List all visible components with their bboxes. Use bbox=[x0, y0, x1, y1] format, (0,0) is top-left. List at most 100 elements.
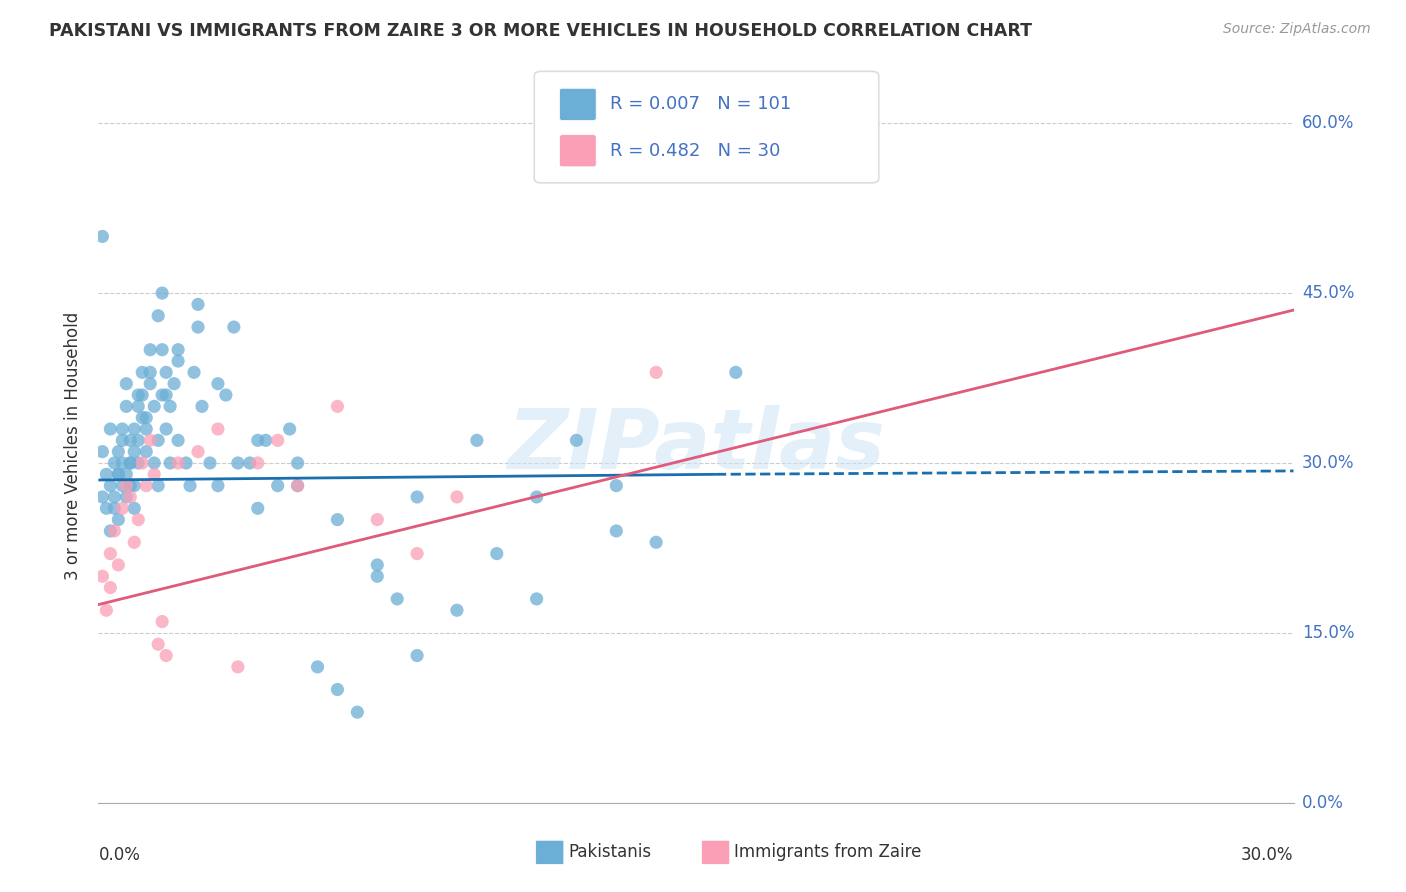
Point bbox=[120, 456, 142, 470]
Point bbox=[198, 456, 221, 470]
Point bbox=[187, 444, 209, 458]
Point bbox=[167, 354, 190, 368]
Point bbox=[366, 513, 388, 527]
Point bbox=[91, 444, 114, 458]
Text: ZIPatlas: ZIPatlas bbox=[508, 406, 884, 486]
Point bbox=[107, 467, 129, 482]
Point bbox=[103, 456, 125, 470]
Point bbox=[115, 490, 138, 504]
Point bbox=[139, 343, 162, 357]
Point bbox=[127, 400, 149, 414]
Text: R = 0.482   N = 30: R = 0.482 N = 30 bbox=[610, 142, 780, 160]
Point bbox=[150, 615, 173, 629]
Point bbox=[465, 434, 488, 448]
Text: 30.0%: 30.0% bbox=[1302, 454, 1354, 472]
Point bbox=[96, 467, 118, 482]
Point bbox=[326, 513, 349, 527]
Point bbox=[167, 343, 190, 357]
Point bbox=[605, 524, 627, 538]
Point bbox=[135, 478, 157, 492]
Point bbox=[96, 501, 118, 516]
Point bbox=[120, 456, 142, 470]
Point bbox=[685, 150, 707, 164]
Text: 15.0%: 15.0% bbox=[1302, 624, 1354, 642]
Point bbox=[115, 478, 138, 492]
Point bbox=[115, 467, 138, 482]
Point bbox=[406, 648, 429, 663]
Point bbox=[120, 434, 142, 448]
Point bbox=[127, 513, 149, 527]
Text: Pakistanis: Pakistanis bbox=[568, 843, 651, 861]
Point bbox=[124, 478, 146, 492]
Point bbox=[131, 365, 153, 379]
Point bbox=[111, 456, 134, 470]
Point bbox=[246, 456, 269, 470]
Point bbox=[107, 558, 129, 572]
Point bbox=[207, 478, 229, 492]
Y-axis label: 3 or more Vehicles in Household: 3 or more Vehicles in Household bbox=[65, 312, 83, 580]
Point bbox=[191, 400, 214, 414]
Point bbox=[107, 513, 129, 527]
Point bbox=[139, 434, 162, 448]
Text: 0.0%: 0.0% bbox=[98, 846, 141, 863]
Point bbox=[326, 682, 349, 697]
Point bbox=[148, 434, 170, 448]
Point bbox=[150, 388, 173, 402]
Point bbox=[131, 410, 153, 425]
Text: 60.0%: 60.0% bbox=[1302, 114, 1354, 132]
Point bbox=[287, 478, 309, 492]
Point bbox=[526, 591, 548, 606]
Point bbox=[91, 229, 114, 244]
Point bbox=[150, 286, 173, 301]
Point bbox=[103, 490, 125, 504]
Point bbox=[115, 376, 138, 391]
Point bbox=[406, 547, 429, 561]
Point bbox=[406, 490, 429, 504]
Point bbox=[254, 434, 277, 448]
Point bbox=[111, 478, 134, 492]
Point bbox=[124, 444, 146, 458]
Point bbox=[366, 569, 388, 583]
Point bbox=[159, 400, 181, 414]
Point bbox=[98, 547, 122, 561]
Text: PAKISTANI VS IMMIGRANTS FROM ZAIRE 3 OR MORE VEHICLES IN HOUSEHOLD CORRELATION C: PAKISTANI VS IMMIGRANTS FROM ZAIRE 3 OR … bbox=[49, 22, 1032, 40]
Point bbox=[131, 456, 153, 470]
Point bbox=[127, 434, 149, 448]
Point bbox=[124, 535, 146, 549]
Text: 30.0%: 30.0% bbox=[1241, 846, 1294, 863]
Point bbox=[246, 501, 269, 516]
Point bbox=[107, 467, 129, 482]
Point bbox=[155, 648, 177, 663]
Point bbox=[98, 422, 122, 436]
Text: Immigrants from Zaire: Immigrants from Zaire bbox=[734, 843, 921, 861]
Point bbox=[179, 478, 201, 492]
Point bbox=[167, 434, 190, 448]
Point bbox=[239, 456, 262, 470]
Point bbox=[96, 603, 118, 617]
Point bbox=[127, 388, 149, 402]
Point bbox=[131, 388, 153, 402]
Point bbox=[446, 490, 468, 504]
Point bbox=[155, 388, 177, 402]
Point bbox=[207, 422, 229, 436]
Point bbox=[91, 490, 114, 504]
Point bbox=[645, 365, 668, 379]
Point bbox=[287, 478, 309, 492]
Point bbox=[124, 422, 146, 436]
Point bbox=[127, 456, 149, 470]
Point bbox=[150, 343, 173, 357]
Point bbox=[143, 456, 166, 470]
Text: 45.0%: 45.0% bbox=[1302, 284, 1354, 302]
Point bbox=[246, 434, 269, 448]
Point bbox=[98, 524, 122, 538]
Point bbox=[287, 456, 309, 470]
Point bbox=[135, 422, 157, 436]
Point bbox=[107, 444, 129, 458]
Text: Source: ZipAtlas.com: Source: ZipAtlas.com bbox=[1223, 22, 1371, 37]
Point bbox=[526, 490, 548, 504]
Text: R = 0.007   N = 101: R = 0.007 N = 101 bbox=[610, 95, 792, 113]
Point bbox=[605, 478, 627, 492]
Point bbox=[120, 478, 142, 492]
Point bbox=[135, 410, 157, 425]
Point bbox=[148, 637, 170, 651]
